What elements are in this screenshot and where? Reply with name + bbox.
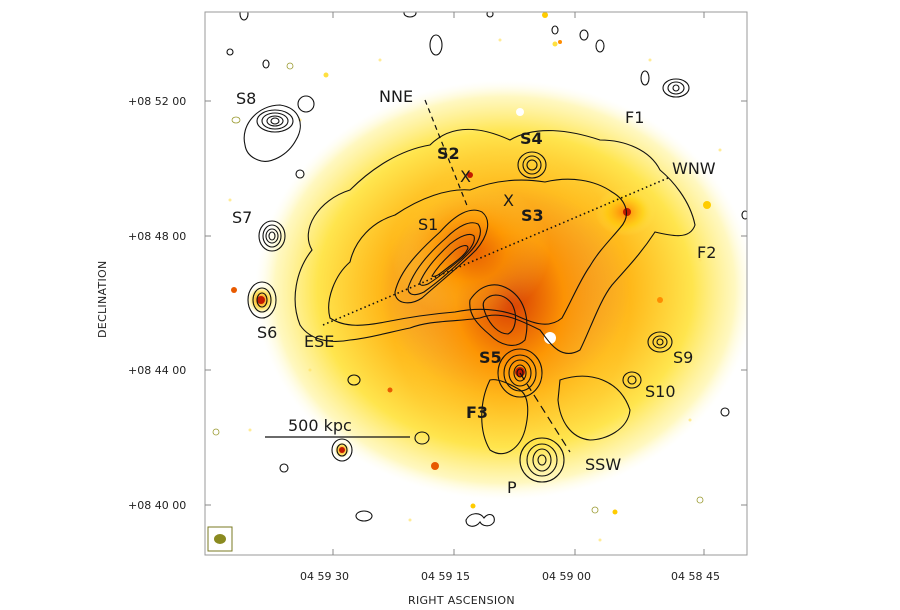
y-tick-labels: +08 52 00 +08 48 00 +08 44 00 +08 40 00 [128, 95, 186, 512]
x-tick-labels: 04 59 30 04 59 15 04 59 00 04 58 45 [300, 570, 720, 583]
x-tick-label: 04 59 30 [300, 570, 349, 583]
y-tick-label: +08 52 00 [128, 95, 186, 108]
y-tick-label: +08 44 00 [128, 364, 186, 377]
label-ssw: SSW [585, 455, 621, 474]
y-tick-label: +08 40 00 [128, 499, 186, 512]
label-x-center: X [503, 191, 514, 210]
label-s1: S1 [418, 215, 438, 234]
source-labels: S1 S2 S3 S4 S5 S6 S7 S8 S9 S10 F1 F2 F3 … [232, 87, 716, 497]
guide-lines [322, 99, 669, 453]
x-axis-title: RIGHT ASCENSION [408, 594, 515, 607]
label-p: P [507, 478, 517, 497]
label-s10: S10 [645, 382, 676, 401]
label-s2: S2 [437, 144, 460, 163]
y-tick-label: +08 48 00 [128, 230, 186, 243]
label-wnw: WNW [672, 159, 716, 178]
label-s5: S5 [479, 348, 502, 367]
beam-marker [207, 526, 233, 552]
label-s7: S7 [232, 208, 252, 227]
radio-contours [212, 12, 747, 527]
label-ese: ESE [304, 332, 334, 351]
y-axis-title: DECLINATION [96, 260, 109, 338]
label-s4: S4 [520, 129, 543, 148]
x-tick-label: 04 59 00 [542, 570, 591, 583]
xray-emission-map [228, 12, 747, 542]
label-x-north: X [460, 167, 471, 186]
label-s6: S6 [257, 323, 277, 342]
label-f3: F3 [466, 403, 488, 422]
plot-frame [204, 11, 748, 556]
label-nne: NNE [379, 87, 413, 106]
label-s9: S9 [673, 348, 693, 367]
label-f2: F2 [697, 243, 716, 262]
scale-bar-label: 500 kpc [288, 416, 352, 435]
axis-ticks [205, 12, 747, 555]
label-s8: S8 [236, 89, 256, 108]
scale-bar: 500 kpc [265, 416, 410, 438]
label-s3: S3 [521, 206, 544, 225]
label-f1: F1 [625, 108, 644, 127]
x-tick-label: 04 59 15 [421, 570, 470, 583]
x-tick-label: 04 58 45 [671, 570, 720, 583]
